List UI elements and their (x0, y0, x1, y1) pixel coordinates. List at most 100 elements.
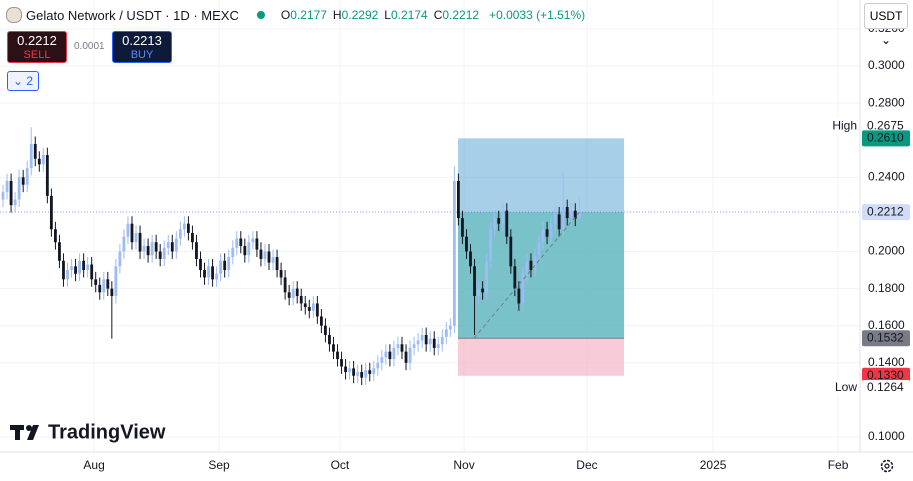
candle-body (58, 242, 61, 261)
stop-zone (458, 338, 625, 376)
candle-body (150, 242, 154, 256)
candle-body (243, 245, 247, 256)
candle-body (509, 236, 513, 267)
candle-body (223, 260, 227, 271)
candle-body (420, 334, 424, 341)
candle-body (90, 264, 94, 280)
candle-body (182, 223, 186, 230)
price-label: 0.1532 (867, 330, 904, 344)
price-label-bg (862, 130, 910, 147)
buy-button[interactable]: 0.2213 BUY (112, 31, 172, 63)
candle-body (448, 325, 452, 330)
x-tick-label: Dec (576, 458, 597, 472)
price-label-bg (862, 118, 910, 135)
candle-body (146, 245, 150, 256)
x-tick-label: Sep (208, 458, 230, 472)
candle-body (457, 181, 460, 219)
candle-body (328, 334, 331, 345)
candle-body (283, 277, 287, 293)
candle-body (255, 238, 259, 250)
candle-body (473, 266, 476, 297)
candle-body (432, 338, 436, 348)
candle-body (98, 284, 102, 293)
candle-body (275, 257, 279, 271)
candle-body (340, 359, 343, 367)
candle-body (505, 210, 509, 237)
plot (0, 0, 860, 452)
symbol-name: Gelato Network / USDT · 1D · MEXC (26, 7, 239, 23)
candle-body (106, 279, 110, 289)
ohlc-key: O (280, 8, 291, 22)
candle-body (219, 260, 223, 274)
candle-body (122, 236, 126, 252)
candle-body (444, 329, 448, 337)
y-tick-label: 0.3000 (868, 58, 905, 72)
candle-body (1, 192, 5, 200)
candle-body (360, 372, 364, 378)
candle-body (126, 223, 130, 237)
candle-body (436, 344, 440, 348)
candle-body (215, 273, 219, 280)
candle-body (239, 238, 243, 246)
y-tick-label: 0.1000 (868, 429, 905, 443)
buy-price: 0.2213 (122, 33, 162, 48)
candle-body (319, 316, 323, 326)
indicators-toggle[interactable]: ⌄ 2 (7, 71, 39, 91)
candle-body (569, 210, 573, 219)
buy-label: BUY (130, 49, 154, 61)
candle-body (332, 344, 335, 352)
candle-body (452, 181, 456, 326)
candle-body (130, 223, 134, 243)
candle-body (541, 229, 545, 243)
y-tick-label: 0.1600 (868, 318, 905, 332)
candle-body (70, 266, 73, 271)
candle-body (388, 351, 392, 360)
candle-body (17, 177, 21, 200)
settings-icon[interactable] (880, 459, 894, 473)
candle-body (142, 245, 146, 252)
candle-body (303, 303, 307, 308)
current-profit-zone (458, 212, 625, 339)
candle-body (199, 258, 202, 271)
candle-body (408, 347, 412, 363)
candle-body (356, 372, 360, 376)
candle-body (529, 260, 533, 271)
candle-body (324, 325, 327, 335)
sell-button[interactable]: 0.2212 SELL (7, 31, 67, 63)
candle-body (259, 249, 263, 259)
candle-body (517, 288, 521, 304)
candle-body (29, 143, 33, 169)
candle-body (501, 210, 505, 224)
candle-body (138, 232, 142, 252)
candle-body (384, 351, 388, 358)
candle-body (311, 303, 315, 311)
candle-body (380, 357, 384, 363)
price-label-name: High (832, 118, 857, 132)
indicators-count: 2 (26, 74, 34, 88)
candle-body (553, 214, 557, 224)
candle-body (25, 168, 29, 185)
sell-label: SELL (23, 49, 51, 61)
candle-body (348, 368, 352, 373)
candle-body (299, 296, 303, 304)
x-tick-label: Feb (828, 458, 849, 472)
candle-body (537, 242, 541, 256)
ohlc-key: H (332, 8, 342, 22)
candle-body (481, 288, 485, 293)
candle-body (416, 340, 420, 345)
currency-select[interactable]: USDT ⌄ (864, 3, 908, 47)
candle-body (66, 270, 69, 280)
x-tick-label: Oct (331, 458, 350, 472)
candle-body (412, 344, 416, 348)
candle-body (78, 260, 82, 274)
change: +0.0033 (+1.51%) (489, 8, 586, 22)
candle-body (118, 251, 122, 267)
ohlc-value: 0.2174 (390, 8, 428, 22)
candle-body (154, 242, 158, 252)
candle-body (94, 279, 98, 285)
candle-body (513, 266, 517, 289)
candle-body (307, 307, 311, 311)
candle-body (315, 303, 319, 317)
